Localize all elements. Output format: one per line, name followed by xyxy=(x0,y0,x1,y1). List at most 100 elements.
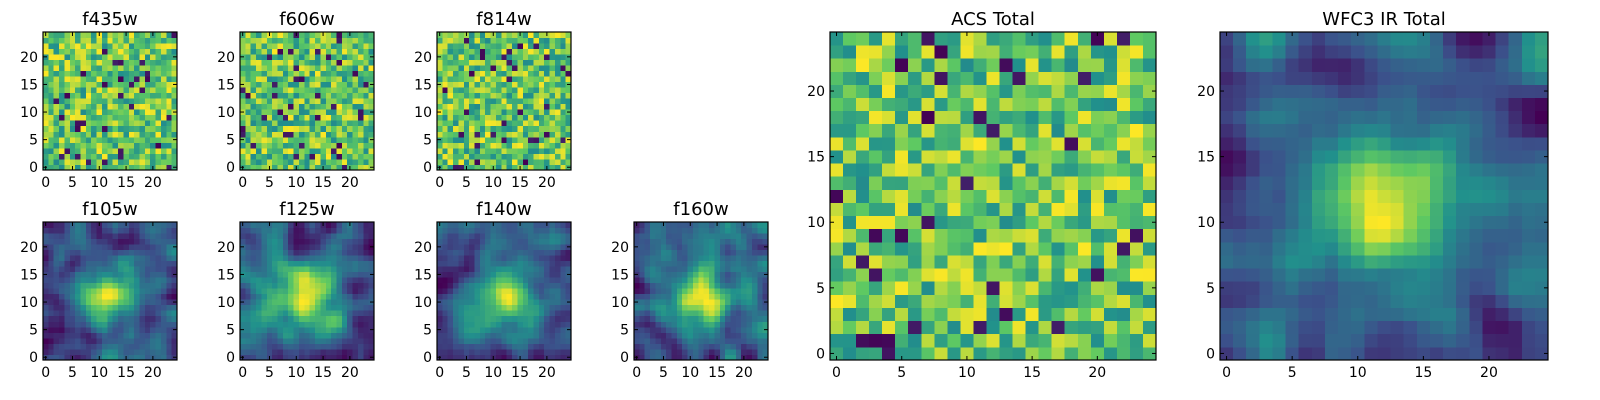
heatmap-cell xyxy=(160,153,167,160)
heatmap-cell xyxy=(64,158,71,165)
heatmap-cell xyxy=(650,282,656,289)
heatmap-cell xyxy=(118,343,124,350)
heatmap-cell xyxy=(155,92,162,99)
heatmap-cell xyxy=(352,37,359,44)
heatmap-cell xyxy=(469,315,475,322)
heatmap-cell xyxy=(368,233,375,239)
heatmap-cell xyxy=(741,321,747,328)
heatmap-cell xyxy=(528,164,534,171)
heatmap-cell xyxy=(490,158,497,165)
heatmap-cell xyxy=(43,158,49,165)
heatmap-cell xyxy=(64,153,71,160)
heatmap-cell xyxy=(479,136,486,143)
heatmap-cell xyxy=(144,98,151,105)
heatmap-cell xyxy=(751,354,758,361)
heatmap-cell xyxy=(128,48,135,55)
heatmap-cell xyxy=(522,103,529,110)
heatmap-cell xyxy=(272,260,278,267)
heatmap-cell xyxy=(522,158,529,165)
heatmap-cell xyxy=(517,321,524,328)
heatmap-cell xyxy=(245,131,252,138)
heatmap-cell xyxy=(474,125,481,132)
heatmap-cell xyxy=(908,320,922,335)
heatmap-cell xyxy=(107,244,114,250)
heatmap-cell xyxy=(240,293,246,300)
heatmap-cell xyxy=(522,81,529,88)
heatmap-cell xyxy=(479,32,486,38)
heatmap-cell xyxy=(309,260,316,267)
heatmap-cell xyxy=(240,92,246,99)
heatmap-cell xyxy=(1025,320,1040,335)
heatmap-cell xyxy=(463,238,470,245)
heatmap-cell xyxy=(96,321,103,328)
heatmap-cell xyxy=(490,304,497,311)
heatmap-cell xyxy=(549,37,556,44)
heatmap-cell xyxy=(266,260,273,267)
heatmap-cell xyxy=(352,87,359,94)
heatmap-cell xyxy=(714,326,721,333)
heatmap-cell xyxy=(560,103,567,110)
heatmap-cell xyxy=(698,282,705,289)
heatmap-cell xyxy=(347,37,353,44)
heatmap-cell xyxy=(160,288,167,295)
heatmap-cell xyxy=(1142,346,1157,361)
heatmap-cell xyxy=(506,343,513,350)
heatmap-cell xyxy=(1090,346,1105,361)
heatmap-cell xyxy=(634,260,640,267)
heatmap-cell xyxy=(692,288,699,295)
heatmap-cell xyxy=(1038,320,1053,335)
heatmap-cell xyxy=(533,266,540,273)
heatmap-cell xyxy=(160,282,167,289)
heatmap-cell xyxy=(320,244,327,250)
heatmap-cell xyxy=(506,310,513,317)
heatmap-cell xyxy=(501,244,508,250)
heatmap-cell xyxy=(155,315,162,322)
heatmap-cell xyxy=(544,92,550,99)
heatmap-cell xyxy=(368,337,375,344)
heatmap-cell xyxy=(560,76,567,83)
heatmap-cell xyxy=(155,32,162,38)
heatmap-cell xyxy=(80,76,87,83)
heatmap-cell xyxy=(101,238,108,245)
heatmap-cell xyxy=(463,271,470,278)
heatmap-cell xyxy=(501,249,508,256)
heatmap-cell xyxy=(75,164,81,171)
heatmap-cell xyxy=(437,233,443,239)
heatmap-cell xyxy=(490,103,497,110)
heatmap-cell xyxy=(671,222,678,228)
heatmap-cell xyxy=(53,288,60,295)
heatmap-cell xyxy=(501,48,508,55)
heatmap-cell xyxy=(1129,346,1144,361)
heatmap-cell xyxy=(1025,346,1040,361)
heatmap-cell xyxy=(554,109,561,116)
heatmap-cell xyxy=(144,147,151,154)
heatmap-cell xyxy=(560,299,567,306)
heatmap-cell xyxy=(107,54,114,60)
heatmap-cell xyxy=(650,277,656,284)
heatmap-cell xyxy=(479,227,486,234)
f125w-title: f125w xyxy=(279,199,334,220)
heatmap-cell xyxy=(363,131,370,138)
heatmap-cell xyxy=(261,103,268,110)
heatmap-cell xyxy=(320,103,327,110)
heatmap-cell xyxy=(437,348,443,355)
heatmap-cell xyxy=(64,244,71,250)
heatmap-cell xyxy=(725,293,731,300)
heatmap-cell xyxy=(947,255,961,269)
heatmap-cell xyxy=(293,131,300,138)
heatmap-cell xyxy=(1064,346,1079,361)
heatmap-cell xyxy=(261,48,268,55)
heatmap-cell xyxy=(298,244,305,250)
heatmap-cell xyxy=(101,304,108,311)
heatmap-cell xyxy=(91,153,97,160)
heatmap-cell xyxy=(91,249,97,256)
heatmap-cell xyxy=(565,233,572,239)
heatmap-cell xyxy=(506,249,513,256)
heatmap-cell xyxy=(336,87,343,94)
heatmap-cell xyxy=(730,260,737,267)
heatmap-cell xyxy=(469,43,475,49)
heatmap-cell xyxy=(676,244,683,250)
heatmap-cell xyxy=(639,299,646,306)
heatmap-cell xyxy=(277,164,284,171)
heatmap-cell xyxy=(325,131,332,138)
